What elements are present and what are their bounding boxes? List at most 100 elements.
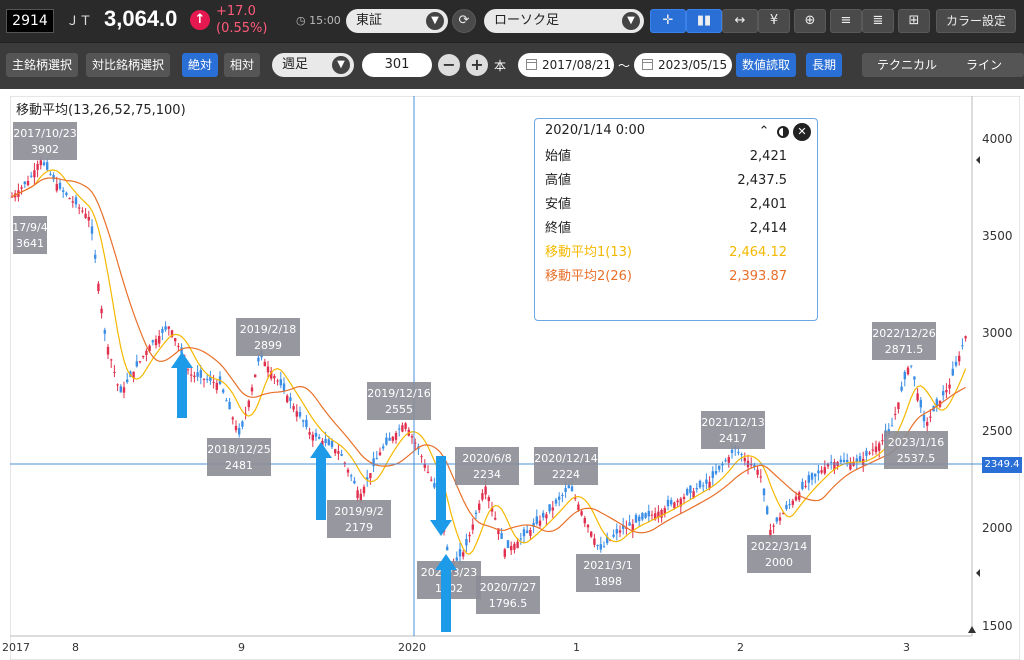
date-from-field[interactable]: 2017/08/21	[518, 53, 614, 77]
annotation-box	[236, 318, 300, 356]
candle-body	[510, 545, 513, 551]
current-price: 3,064.0	[104, 6, 178, 31]
yen-icon[interactable]: ¥	[758, 9, 790, 33]
candle-body	[922, 414, 926, 422]
line-button[interactable]: ライン	[944, 53, 1024, 77]
list-icon[interactable]: ≡	[830, 9, 862, 33]
candle-body	[97, 283, 100, 292]
candle-body	[708, 481, 711, 489]
candle-body	[295, 411, 298, 417]
candle-body	[106, 346, 110, 355]
plus-button[interactable]: +	[466, 54, 488, 76]
search-list-icon[interactable]: ≣	[862, 9, 894, 33]
chart-type-select[interactable]: ローソク足 ▼	[484, 9, 644, 33]
stock-name: ＪＴ	[66, 14, 93, 29]
candle-body	[110, 359, 113, 361]
candle-body	[465, 539, 468, 546]
stock-code[interactable]: 2914	[6, 9, 54, 33]
toolbar	[0, 42, 1024, 89]
refresh-icon[interactable]: ⟳	[452, 9, 476, 33]
market-select[interactable]: 東証 ▼	[346, 9, 448, 33]
candle-body	[471, 524, 474, 530]
long-term-button[interactable]: 長期	[806, 53, 843, 77]
annotation-value: 2537.5	[897, 452, 936, 465]
minus-button[interactable]: −	[438, 54, 460, 76]
y-tick: 2000	[982, 521, 1013, 535]
x-tick: 9	[238, 641, 245, 654]
grid-icon[interactable]: ⊞	[898, 9, 930, 33]
compare-stock-button[interactable]: 対比銘柄選択	[86, 53, 171, 77]
time-value: 15:00	[309, 14, 341, 27]
crosshair-icon[interactable]: ✛	[650, 9, 686, 33]
candle-body	[964, 336, 967, 339]
candle-body	[375, 458, 378, 460]
period-select[interactable]: 週足 ▼	[272, 53, 354, 77]
candle-body	[820, 470, 823, 473]
candle-body	[394, 432, 398, 440]
candle-body	[42, 162, 46, 166]
candle-body	[292, 406, 295, 410]
candle-body	[10, 196, 14, 198]
candle-body	[356, 490, 359, 499]
close-icon[interactable]: ✕	[793, 123, 811, 141]
candle-body	[686, 489, 689, 495]
candle-body	[634, 515, 638, 523]
sell-arrow-icon-shaft	[436, 456, 446, 522]
ohlc-tooltip: 2020/1/14 0:00 ⌃ ✕ 始値 2,421 高値 2,437.5 安値 2,…	[534, 118, 818, 321]
tooltip-label: 始値	[545, 149, 572, 164]
date-to-field[interactable]: 2023/05/15	[634, 53, 732, 77]
candle-body	[215, 382, 218, 390]
candle-body	[119, 386, 122, 393]
candle-body	[126, 379, 129, 383]
candle-body	[644, 513, 647, 518]
candle-body	[772, 525, 775, 527]
candle-body	[46, 162, 49, 170]
price-chart[interactable]: 2017/10/23 3902 17/9/4 3641 2019/2/18 2899 201…	[10, 96, 1020, 660]
candle-body	[250, 387, 254, 392]
candle-body	[791, 500, 794, 505]
zoom-icon[interactable]: ⊕	[794, 9, 826, 33]
technical-button[interactable]: テクニカル	[862, 53, 952, 77]
tooltip-row: 始値 2,421	[545, 147, 787, 167]
candle-body	[948, 384, 951, 389]
candle-body	[90, 226, 94, 234]
tooltip-label: 高値	[545, 173, 572, 188]
read-values-button[interactable]: 数値読取	[736, 53, 797, 77]
candle-body	[951, 368, 954, 376]
y-tick: 3000	[982, 326, 1013, 340]
absolute-button[interactable]: 絶対	[182, 53, 219, 77]
candle-body	[721, 464, 724, 466]
candle-body	[782, 513, 785, 515]
candle-body	[727, 457, 730, 463]
candle-body	[497, 528, 500, 535]
candle-body	[484, 486, 487, 495]
candle-body	[71, 201, 74, 203]
collapse-icon[interactable]: ⌃	[758, 124, 770, 139]
color-setting-button[interactable]: カラー設定	[936, 9, 1016, 33]
volume-bars-icon[interactable]: ▮▮	[686, 9, 722, 33]
candle-body	[372, 458, 375, 467]
main-stock-button[interactable]: 主銘柄選択	[6, 53, 79, 77]
candle-body	[334, 449, 337, 454]
annotation-date: 2017/10/23	[13, 127, 76, 140]
candle-body	[286, 395, 289, 403]
candle-body	[670, 500, 673, 505]
candle-body	[289, 397, 292, 401]
relative-button[interactable]: 相対	[224, 53, 261, 77]
candle-body	[753, 464, 756, 467]
candle-body	[311, 434, 314, 441]
buy-arrow-icon-head	[435, 554, 457, 570]
candle-body	[324, 438, 327, 443]
bar-count-input[interactable]: 301	[362, 53, 432, 77]
candle-body	[526, 530, 529, 534]
candle-body	[158, 335, 161, 344]
candle-body	[558, 496, 561, 500]
annotation-value: 2000	[765, 556, 793, 569]
horizontal-line-icon[interactable]: ↔	[722, 9, 758, 33]
candle-body	[206, 378, 209, 380]
contrast-icon[interactable]	[777, 125, 789, 138]
annotation-date: 2019/2/18	[240, 323, 296, 336]
candle-body	[628, 522, 631, 526]
candle-body	[503, 549, 506, 557]
candle-body	[654, 513, 657, 520]
